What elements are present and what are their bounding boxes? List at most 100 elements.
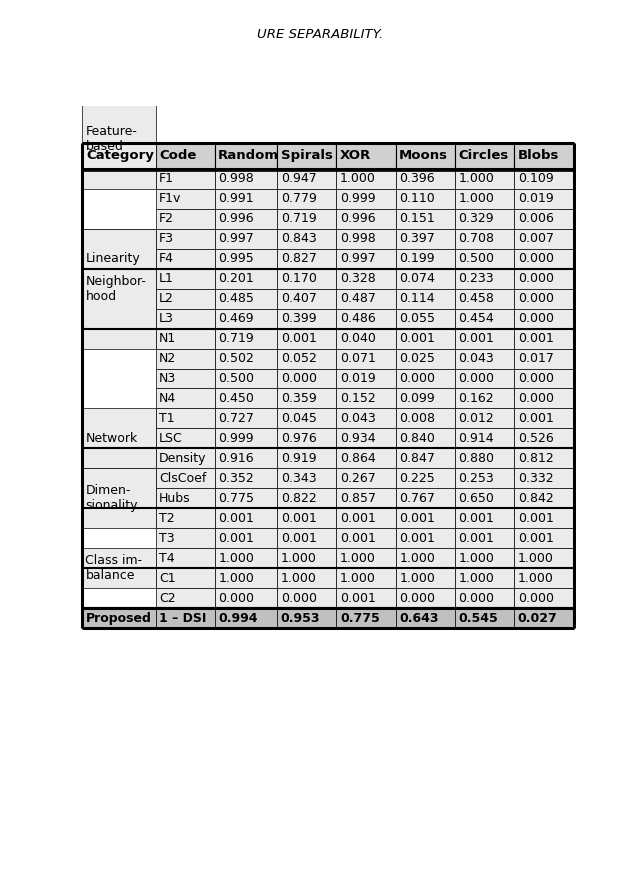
Bar	[337, 449, 396, 468]
Text: 0.916: 0.916	[218, 452, 254, 465]
Bar	[515, 429, 573, 449]
Text: 0.001: 0.001	[458, 532, 494, 545]
Text: Moons: Moons	[399, 150, 448, 162]
Text: 0.996: 0.996	[340, 212, 376, 225]
Text: 0.396: 0.396	[399, 172, 435, 185]
Bar	[455, 488, 515, 509]
Text: 0.000: 0.000	[458, 592, 495, 605]
Bar	[396, 528, 455, 548]
Text: 0.719: 0.719	[281, 212, 316, 225]
Text: 0.019: 0.019	[340, 372, 376, 385]
Bar	[215, 309, 277, 328]
Text: 0.043: 0.043	[458, 352, 494, 365]
Text: 0.399: 0.399	[281, 312, 316, 325]
Text: 0.001: 0.001	[458, 332, 494, 345]
Bar	[515, 209, 573, 229]
Bar	[337, 229, 396, 248]
Bar	[83, 408, 156, 468]
Text: Network: Network	[86, 432, 138, 445]
Text: 0.998: 0.998	[218, 172, 254, 185]
Text: 1.000: 1.000	[218, 572, 254, 585]
Bar	[156, 229, 215, 248]
Bar	[83, 468, 156, 528]
Bar	[455, 143, 515, 169]
Text: 0.000: 0.000	[518, 592, 554, 605]
Bar	[337, 289, 396, 309]
Bar	[215, 289, 277, 309]
Text: 0.001: 0.001	[518, 512, 554, 525]
Text: 1.000: 1.000	[340, 572, 376, 585]
Bar	[515, 548, 573, 568]
Bar	[277, 169, 337, 188]
Bar	[83, 608, 156, 628]
Text: Category: Category	[86, 150, 154, 162]
Text: 0.469: 0.469	[218, 312, 254, 325]
Text: LSC: LSC	[159, 432, 183, 445]
Text: 0.233: 0.233	[458, 272, 494, 285]
Text: Spirals: Spirals	[281, 150, 333, 162]
Text: 0.019: 0.019	[518, 192, 554, 205]
Text: N4: N4	[159, 392, 176, 405]
Text: 0.328: 0.328	[340, 272, 376, 285]
Bar	[515, 509, 573, 528]
Text: 0.329: 0.329	[458, 212, 494, 225]
Bar	[515, 608, 573, 628]
Bar	[337, 568, 396, 589]
Text: 0.040: 0.040	[340, 332, 376, 345]
Text: URE SEPARABILITY.: URE SEPARABILITY.	[257, 28, 383, 41]
Text: 0.110: 0.110	[399, 192, 435, 205]
Bar	[396, 589, 455, 608]
Bar	[515, 369, 573, 388]
Bar	[156, 348, 215, 369]
Text: 0.458: 0.458	[458, 292, 494, 305]
Bar	[277, 309, 337, 328]
Text: 0.055: 0.055	[399, 312, 435, 325]
Bar	[396, 548, 455, 568]
Bar	[337, 169, 396, 188]
Bar	[396, 143, 455, 169]
Bar	[455, 229, 515, 248]
Bar	[215, 449, 277, 468]
Bar	[396, 229, 455, 248]
Bar	[277, 608, 337, 628]
Bar	[455, 169, 515, 188]
Text: 0.162: 0.162	[458, 392, 494, 405]
Bar	[337, 143, 396, 169]
Bar	[515, 268, 573, 289]
Bar	[337, 589, 396, 608]
Bar	[337, 369, 396, 388]
Text: 0.847: 0.847	[399, 452, 435, 465]
Bar	[515, 169, 573, 188]
Bar	[455, 328, 515, 348]
Text: 0.545: 0.545	[458, 612, 498, 625]
Text: 0.500: 0.500	[458, 252, 495, 265]
Text: 0.999: 0.999	[218, 432, 254, 445]
Text: 0.001: 0.001	[518, 332, 554, 345]
Text: ClsCoef: ClsCoef	[159, 472, 206, 485]
Text: 0.947: 0.947	[281, 172, 316, 185]
Text: 0.708: 0.708	[458, 232, 495, 245]
Text: 0.074: 0.074	[399, 272, 435, 285]
Bar	[515, 388, 573, 408]
Bar	[515, 309, 573, 328]
Bar	[337, 309, 396, 328]
Bar	[277, 509, 337, 528]
Bar	[337, 509, 396, 528]
Bar	[156, 328, 215, 348]
Bar	[515, 589, 573, 608]
Text: 0.045: 0.045	[281, 412, 317, 425]
Bar	[396, 328, 455, 348]
Bar	[156, 488, 215, 509]
Text: 0.152: 0.152	[340, 392, 376, 405]
Bar	[83, 548, 156, 589]
Bar	[156, 429, 215, 449]
Text: 0.864: 0.864	[340, 452, 376, 465]
Text: 0.840: 0.840	[399, 432, 435, 445]
Bar	[455, 268, 515, 289]
Bar	[83, 229, 156, 348]
Text: 0.000: 0.000	[458, 372, 495, 385]
Bar	[337, 268, 396, 289]
Text: Random: Random	[218, 150, 280, 162]
Text: Blobs: Blobs	[518, 150, 559, 162]
Bar	[156, 143, 215, 169]
